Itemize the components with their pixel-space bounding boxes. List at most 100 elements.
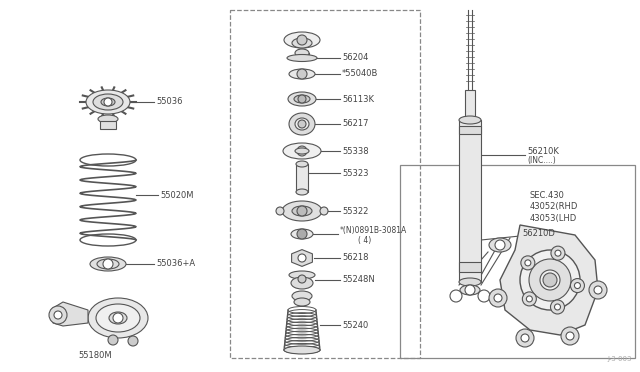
- Circle shape: [450, 290, 462, 302]
- Ellipse shape: [295, 118, 309, 130]
- Text: ( 4): ( 4): [358, 237, 371, 246]
- Ellipse shape: [292, 38, 312, 48]
- Ellipse shape: [88, 298, 148, 338]
- Ellipse shape: [460, 285, 480, 295]
- Ellipse shape: [283, 143, 321, 159]
- Text: 55020M: 55020M: [160, 190, 193, 199]
- Ellipse shape: [296, 161, 308, 167]
- Text: 43052(RHD: 43052(RHD: [530, 202, 579, 212]
- Ellipse shape: [294, 298, 310, 306]
- Circle shape: [521, 256, 535, 270]
- Ellipse shape: [540, 270, 560, 290]
- Ellipse shape: [284, 32, 320, 48]
- Circle shape: [54, 311, 62, 319]
- Ellipse shape: [295, 148, 309, 154]
- Circle shape: [49, 306, 67, 324]
- Text: 56218: 56218: [342, 253, 369, 263]
- Circle shape: [297, 206, 307, 216]
- Bar: [296, 164, 308, 192]
- Circle shape: [494, 294, 502, 302]
- Text: 43053(LHD: 43053(LHD: [530, 215, 577, 224]
- Text: 55036: 55036: [156, 97, 182, 106]
- Ellipse shape: [292, 206, 312, 216]
- Circle shape: [561, 327, 579, 345]
- Bar: [459, 120, 481, 282]
- Circle shape: [516, 329, 534, 347]
- Ellipse shape: [459, 116, 481, 124]
- Text: 55322: 55322: [342, 206, 369, 215]
- Circle shape: [495, 240, 505, 250]
- Circle shape: [554, 304, 561, 310]
- Circle shape: [526, 296, 532, 302]
- Text: 55338: 55338: [342, 147, 369, 155]
- Circle shape: [298, 275, 306, 283]
- Ellipse shape: [489, 238, 511, 252]
- Circle shape: [128, 336, 138, 346]
- Ellipse shape: [294, 95, 310, 103]
- Ellipse shape: [295, 49, 309, 57]
- Ellipse shape: [282, 201, 322, 221]
- Circle shape: [594, 286, 602, 294]
- Polygon shape: [500, 225, 598, 335]
- Text: 55240: 55240: [342, 321, 368, 330]
- Text: 56210D: 56210D: [522, 230, 555, 238]
- Circle shape: [551, 246, 565, 260]
- Ellipse shape: [109, 312, 127, 324]
- Ellipse shape: [289, 69, 315, 79]
- Text: 56210K: 56210K: [527, 147, 559, 155]
- Ellipse shape: [98, 115, 118, 123]
- Bar: [465, 90, 475, 120]
- Text: 56204: 56204: [342, 54, 369, 62]
- Ellipse shape: [291, 229, 313, 239]
- Circle shape: [478, 290, 490, 302]
- Polygon shape: [292, 250, 312, 266]
- Circle shape: [298, 254, 306, 262]
- Text: 56113K: 56113K: [342, 94, 374, 103]
- Circle shape: [489, 289, 507, 307]
- Circle shape: [276, 207, 284, 215]
- Text: J-3 003: J-3 003: [607, 356, 632, 362]
- Text: 55323: 55323: [342, 169, 369, 177]
- Polygon shape: [53, 302, 88, 326]
- Circle shape: [522, 292, 536, 306]
- Text: (INC....): (INC....): [527, 157, 556, 166]
- Circle shape: [555, 250, 561, 256]
- Bar: [230, 10, 420, 358]
- Circle shape: [103, 259, 113, 269]
- Ellipse shape: [86, 90, 130, 114]
- Circle shape: [550, 300, 564, 314]
- Ellipse shape: [284, 346, 320, 354]
- Circle shape: [113, 313, 123, 323]
- Ellipse shape: [296, 189, 308, 195]
- Circle shape: [525, 260, 531, 266]
- Text: 56217: 56217: [342, 119, 369, 128]
- Bar: [400, 165, 635, 358]
- Text: 55248N: 55248N: [342, 276, 375, 285]
- Circle shape: [521, 334, 529, 342]
- Text: 55036+A: 55036+A: [156, 260, 195, 269]
- Ellipse shape: [287, 55, 317, 61]
- Ellipse shape: [459, 278, 481, 286]
- Ellipse shape: [288, 92, 316, 106]
- Circle shape: [297, 69, 307, 79]
- Circle shape: [297, 229, 307, 239]
- Bar: [459, 262, 481, 272]
- Ellipse shape: [101, 98, 115, 106]
- Circle shape: [104, 98, 112, 106]
- Ellipse shape: [90, 257, 126, 271]
- Circle shape: [589, 281, 607, 299]
- Text: 55180M: 55180M: [78, 352, 111, 360]
- Circle shape: [543, 273, 557, 287]
- Bar: [459, 126, 481, 134]
- Ellipse shape: [289, 113, 315, 135]
- Ellipse shape: [292, 291, 312, 301]
- Circle shape: [465, 285, 475, 295]
- Circle shape: [298, 95, 306, 103]
- Ellipse shape: [529, 259, 571, 301]
- Text: SEC.430: SEC.430: [530, 190, 565, 199]
- Ellipse shape: [97, 259, 119, 269]
- Ellipse shape: [520, 250, 580, 310]
- Circle shape: [108, 335, 118, 345]
- Ellipse shape: [291, 277, 313, 289]
- Circle shape: [320, 207, 328, 215]
